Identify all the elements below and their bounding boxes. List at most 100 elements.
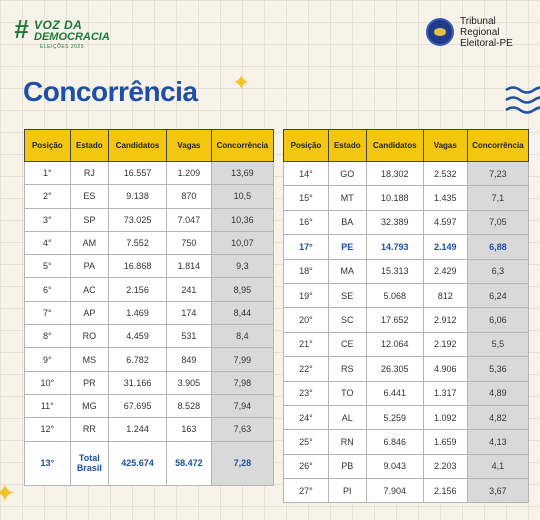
campaign-logo: # VOZ DA DEMOCRACIA ELEIÇÕES 2025 [14,14,110,52]
cell-candidatos: 9.138 [108,184,168,209]
cell-vagas: 7.047 [166,207,212,232]
table-row: 2° ES 9.138 870 10,5 [24,184,275,209]
cell-vagas: 58.472 [166,440,212,486]
cell-candidatos: 16.868 [108,254,168,279]
cell-estado: BA [327,209,367,236]
cell-candidatos: 6.441 [365,380,424,406]
cell-estado: Total Brasil [69,440,110,486]
cell-concorrencia: 13,69 [210,160,275,186]
cell-posicao: 8° [24,324,71,349]
cell-concorrencia: 4,89 [466,380,530,406]
cell-posicao: 4° [24,230,71,256]
page-title: Concorrência [23,76,198,107]
cell-candidatos: 1.244 [108,417,168,442]
table-row: 9° MS 6.782 849 7,99 [24,347,275,372]
cell-vagas: 8.528 [166,393,212,419]
table-row: 19° SE 5.068 812 6,24 [283,282,530,309]
cell-concorrencia: 10,5 [210,184,275,209]
cell-concorrencia: 7,23 [466,160,530,187]
cell-estado: RS [327,356,367,382]
cell-concorrencia: 4,13 [466,429,530,455]
cell-estado: AL [327,404,367,431]
cell-estado: RR [69,417,110,442]
header-vagas: Vagas [166,129,212,162]
court-line3: Eleitoral-PE [460,38,513,49]
header-concorrencia: Concorrência [210,129,275,162]
cell-candidatos: 6.782 [108,347,168,372]
cell-candidatos: 12.064 [365,331,424,358]
cell-concorrencia: 7,94 [210,393,275,419]
cell-estado: AP [69,300,110,326]
court-name: Tribunal Regional Eleitoral-PE [460,16,513,49]
cell-posicao: 18° [283,258,329,284]
cell-candidatos: 7.552 [108,230,168,256]
cell-estado: RO [69,324,110,349]
header-candidatos: Candidatos [365,129,424,162]
cell-concorrencia: 5,36 [466,356,530,382]
cell-estado: PR [69,370,110,395]
table-row: 18° MA 15.313 2.429 6,3 [283,258,530,284]
cell-posicao: 3° [24,207,71,232]
cell-concorrencia: 8,95 [210,277,275,302]
cell-vagas: 4.597 [422,209,468,236]
cell-posicao: 17° [283,234,329,260]
cell-estado: MG [69,393,110,419]
cell-candidatos: 10.188 [365,185,424,211]
campaign-line3: ELEIÇÕES 2025 [40,44,85,50]
cell-concorrencia: 8,44 [210,300,275,326]
table-row: 23° TO 6.441 1.317 4,89 [283,380,530,406]
table-row: 14° GO 18.302 2.532 7,23 [283,160,530,187]
cell-estado: PE [327,234,367,260]
cell-concorrencia: 9,3 [210,254,275,279]
cell-estado: RJ [69,160,110,186]
table-row: 25° RN 6.846 1.659 4,13 [283,429,530,455]
table-row: 3° SP 73.025 7.047 10,36 [24,207,275,232]
cell-estado: GO [327,160,367,187]
cell-posicao: 9° [24,347,71,372]
header-concorrencia: Concorrência [466,129,530,162]
header-candidatos: Candidatos [108,129,168,162]
table-row: 21° CE 12.064 2.192 5,5 [283,331,530,358]
cell-estado: CE [327,331,367,358]
table-row: 10° PR 31.166 3.905 7,98 [24,370,275,395]
cell-concorrencia: 6,88 [466,234,530,260]
cell-concorrencia: 7,28 [210,440,275,486]
cell-candidatos: 1.469 [108,300,168,326]
cell-candidatos: 425.674 [108,440,168,486]
waves-icon [505,86,540,114]
cell-concorrencia: 10,36 [210,207,275,232]
cell-posicao: 7° [24,300,71,326]
table-row: 6° AC 2.156 241 8,95 [24,277,275,302]
cell-concorrencia: 10,07 [210,230,275,256]
cell-estado: PB [327,453,367,480]
table-row: 13° Total Brasil 425.674 58.472 7,28 [24,440,275,486]
cell-posicao: 5° [24,254,71,279]
table-row: 22° RS 26.305 4.906 5,36 [283,356,530,382]
campaign-line2: DEMOCRACIA [34,31,110,43]
cell-estado: SP [69,207,110,232]
cell-posicao: 24° [283,404,329,431]
table-row: 4° AM 7.552 750 10,07 [24,230,275,256]
cell-vagas: 3.905 [166,370,212,395]
cell-candidatos: 15.313 [365,258,424,284]
header-vagas: Vagas [422,129,468,162]
cell-vagas: 241 [166,277,212,302]
cell-concorrencia: 5,5 [466,331,530,358]
cell-concorrencia: 7,05 [466,209,530,236]
header-posicao: Posição [283,129,329,162]
table-row: 12° RR 1.244 163 7,63 [24,417,275,442]
cell-estado: RN [327,429,367,455]
header-estado: Estado [69,129,110,162]
cell-vagas: 4.906 [422,356,468,382]
cell-estado: MT [327,185,367,211]
cell-estado: AC [69,277,110,302]
cell-candidatos: 26.305 [365,356,424,382]
cell-concorrencia: 7,99 [210,347,275,372]
campaign-hash: # [14,14,29,44]
cell-concorrencia: 4,1 [466,453,530,480]
table-row: 11° MG 67.695 8.528 7,94 [24,393,275,419]
cell-vagas: 750 [166,230,212,256]
cell-posicao: 25° [283,429,329,455]
cell-posicao: 23° [283,380,329,406]
cell-posicao: 26° [283,453,329,480]
